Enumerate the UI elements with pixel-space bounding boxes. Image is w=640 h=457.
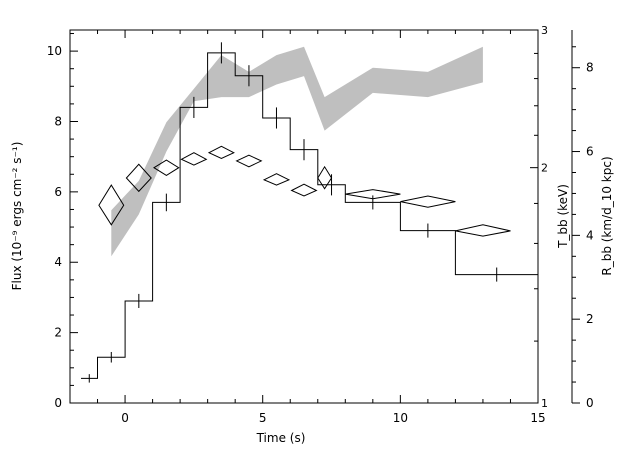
radius-tick-label-4: 4 <box>586 228 594 242</box>
temperature-axis-label: T_bb (keV) <box>556 184 570 249</box>
temperature-point-1 <box>125 163 152 193</box>
radius-band <box>111 46 483 257</box>
x-axis-label: Time (s) <box>256 431 306 445</box>
radius-tick-label-0: 0 <box>586 396 594 410</box>
left-tick-label-2: 2 <box>54 326 62 340</box>
left-tick-label-6: 6 <box>54 185 62 199</box>
left-tick-label-0: 0 <box>54 396 62 410</box>
temperature-point-2 <box>153 159 180 176</box>
left-tick-label-4: 4 <box>54 255 62 269</box>
temperature-point-4 <box>207 145 235 160</box>
temperature-tick-label-2: 2 <box>541 162 548 175</box>
temperature-point-6 <box>262 173 291 186</box>
radius-tick-label-8: 8 <box>586 61 594 75</box>
radius-tick-label-6: 6 <box>586 145 594 159</box>
temperature-point-7 <box>290 183 318 197</box>
temperature-point-11 <box>455 224 511 237</box>
temperature-point-10 <box>400 195 456 208</box>
temperature-tick-label-3: 3 <box>541 24 548 37</box>
temperature-point-0 <box>98 184 125 226</box>
radius-band-area <box>111 46 483 257</box>
temperature-point-5 <box>235 154 263 168</box>
x-tick-label-10: 10 <box>393 411 408 425</box>
temperature-points <box>98 145 511 237</box>
temperature-point-9 <box>345 189 401 200</box>
axes <box>69 29 573 404</box>
left-axis-label: Flux (10⁻⁹ ergs cm⁻² s⁻¹) <box>10 142 24 291</box>
temperature-tick-label-1: 1 <box>541 397 548 410</box>
left-tick-label-8: 8 <box>54 114 62 128</box>
left-tick-label-10: 10 <box>47 44 62 58</box>
x-tick-label-0: 0 <box>121 411 129 425</box>
x-tick-label-15: 15 <box>530 411 545 425</box>
flux-step-line <box>81 52 538 379</box>
radius-tick-label-2: 2 <box>586 312 594 326</box>
temperature-point-3 <box>180 152 208 166</box>
radius-axis-label: R_bb (km/d_10 kpc) <box>600 156 614 275</box>
x-tick-label-5: 5 <box>259 411 267 425</box>
temperature-point-8 <box>317 165 333 190</box>
plot-frame <box>69 29 539 404</box>
flux-histogram <box>81 42 538 383</box>
